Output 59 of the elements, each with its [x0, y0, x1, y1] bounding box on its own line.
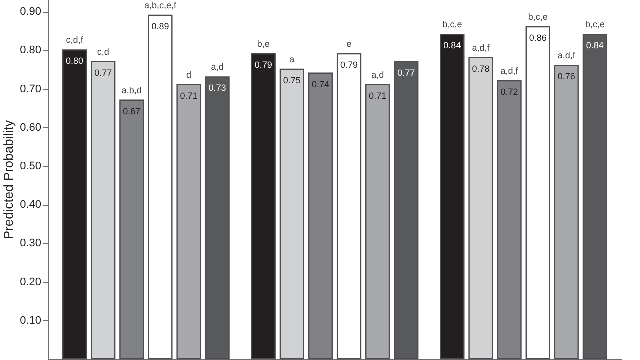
- annotation: b,c,e: [442, 20, 462, 30]
- y-tick-label: 0.60: [20, 122, 42, 134]
- bar: [468, 57, 494, 360]
- y-tick-label: 0.50: [20, 160, 42, 172]
- annotation: b,e: [257, 39, 270, 50]
- bar: [497, 80, 522, 360]
- bar: [62, 50, 88, 360]
- data-label: 0.80: [66, 56, 84, 66]
- data-label: 0.79: [340, 60, 358, 70]
- bar: [308, 72, 334, 360]
- y-tick-label: 0.80: [20, 44, 42, 57]
- bar: [582, 34, 608, 360]
- data-label: 0.74: [312, 79, 330, 90]
- annotation: b,c,e: [585, 20, 605, 30]
- data-label: 0.84: [586, 40, 604, 51]
- annotation: d: [186, 70, 192, 80]
- data-label: 0.86: [529, 33, 547, 44]
- annotation: a,b,c,e,f: [144, 0, 177, 10]
- annotation: a: [290, 54, 295, 64]
- annotation: e: [346, 39, 352, 50]
- y-tick-label: 0.40: [20, 199, 42, 212]
- annotation: c,d,f: [66, 35, 84, 46]
- data-label: 0.84: [444, 40, 462, 51]
- data-label: 0.76: [558, 72, 576, 82]
- data-label: 0.79: [254, 60, 272, 70]
- data-label: 0.71: [369, 90, 387, 101]
- data-label: 0.78: [472, 64, 490, 74]
- y-axis-title: Predicted Probability: [1, 120, 16, 240]
- bar: [366, 84, 390, 360]
- bar: [554, 65, 579, 360]
- data-label: 0.71: [180, 90, 198, 101]
- data-label: 0.72: [500, 87, 518, 98]
- bar: [394, 61, 419, 360]
- annotation: a,b,d: [122, 85, 142, 96]
- bar: [440, 34, 465, 360]
- annotation: a,d: [211, 62, 224, 72]
- annotation: a,d,f: [558, 50, 576, 61]
- bar: [176, 84, 202, 360]
- bar: [280, 68, 304, 360]
- y-tick-label: 0.70: [20, 83, 42, 96]
- y-tick-label: 0.10: [20, 314, 42, 327]
- data-label: 0.75: [283, 75, 301, 86]
- y-tick-label: 0.90: [20, 6, 42, 18]
- bar: [251, 53, 276, 360]
- y-tick-label: 0.20: [20, 276, 42, 288]
- bar: [91, 61, 116, 360]
- annotation: c,d: [97, 46, 110, 57]
- data-label: 0.67: [123, 106, 141, 116]
- annotation: a,d,f: [500, 66, 519, 76]
- annotation: b,c,e: [528, 12, 548, 22]
- data-label: 0.77: [398, 68, 416, 78]
- data-label: 0.77: [94, 68, 112, 78]
- annotation: a,d,f: [472, 42, 490, 53]
- y-tick-label: 0.30: [20, 238, 42, 250]
- bar: [120, 100, 144, 360]
- data-label: 0.73: [208, 83, 226, 94]
- annotation: a,d: [372, 70, 384, 80]
- data-label: 0.89: [152, 21, 170, 32]
- bar: [205, 76, 230, 360]
